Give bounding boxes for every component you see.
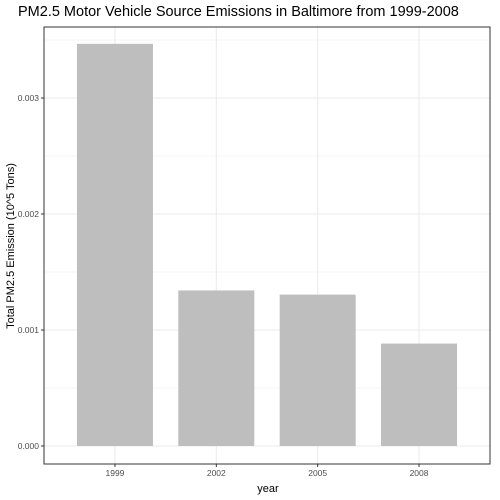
y-tick-label: 0.001: [18, 325, 40, 335]
y-tick-label: 0.002: [18, 209, 40, 219]
y-axis-label: Total PM2.5 Emission (10^5 Tons): [5, 163, 17, 329]
panel-border: [43, 26, 491, 465]
x-axis-label: year: [257, 483, 279, 495]
y-tick-label: 0.000: [18, 441, 40, 451]
x-tick-label: 2002: [207, 468, 226, 478]
bar-1999: [76, 43, 153, 446]
bars: [76, 43, 458, 446]
x-axis-ticks: 1999 2002 2005 2008: [105, 464, 429, 478]
bar-2008: [381, 343, 458, 446]
bar-2002: [178, 290, 255, 446]
y-tick-label: 0.003: [18, 93, 40, 103]
x-tick-label: 1999: [105, 468, 124, 478]
bar-2005: [279, 294, 356, 446]
chart-title: PM2.5 Motor Vehicle Source Emissions in …: [18, 4, 459, 20]
y-axis-ticks: 0.000 0.001 0.002 0.003: [18, 93, 44, 451]
x-tick-label: 2005: [308, 468, 327, 478]
x-tick-label: 2008: [410, 468, 429, 478]
